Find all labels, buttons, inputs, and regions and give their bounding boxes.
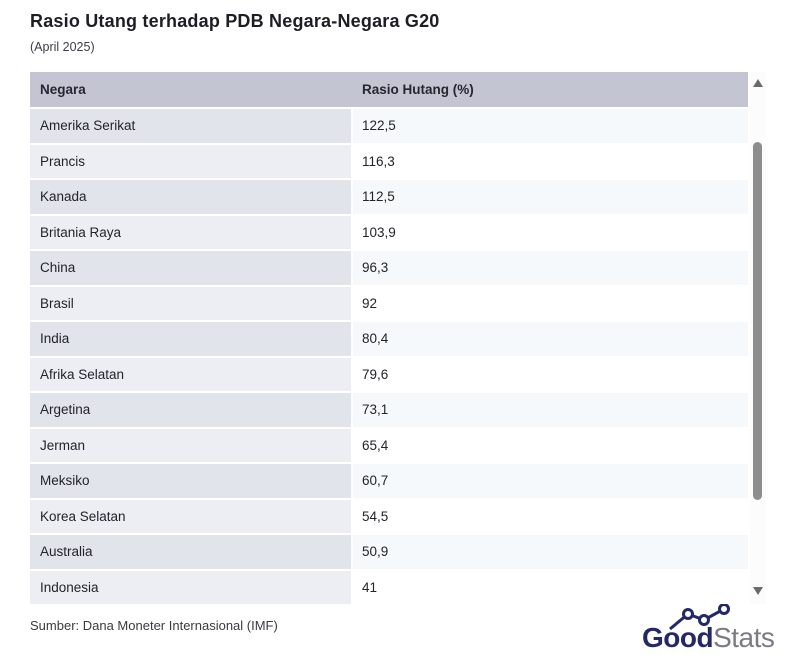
- value-cell: 41: [353, 570, 748, 604]
- value-cell: 96,3: [353, 251, 748, 285]
- table-row: Indonesia 41: [30, 570, 748, 604]
- table-header-row: Negara Rasio Hutang (%): [30, 72, 748, 107]
- country-cell: Prancis: [30, 144, 351, 178]
- table-row: Afrika Selatan 79,6: [30, 357, 748, 391]
- table-row: Jerman 65,4: [30, 428, 748, 462]
- country-cell: India: [30, 322, 351, 356]
- table-row: Prancis 116,3: [30, 144, 748, 178]
- country-cell: Brasil: [30, 286, 351, 320]
- table-row: India 80,4: [30, 322, 748, 356]
- logo-text-stats: Stats: [713, 622, 775, 653]
- table-row: Argetina 73,1: [30, 393, 748, 427]
- value-cell: 116,3: [353, 144, 748, 178]
- value-cell: 103,9: [353, 215, 748, 249]
- scroll-up-icon[interactable]: [753, 79, 763, 87]
- table-row: China 96,3: [30, 251, 748, 285]
- country-cell: Britania Raya: [30, 215, 351, 249]
- country-cell: Korea Selatan: [30, 499, 351, 533]
- country-cell: Amerika Serikat: [30, 109, 351, 143]
- country-cell: Argetina: [30, 393, 351, 427]
- value-cell: 65,4: [353, 428, 748, 462]
- value-cell: 54,5: [353, 499, 748, 533]
- value-cell: 122,5: [353, 109, 748, 143]
- value-cell: 60,7: [353, 464, 748, 498]
- source-note: Sumber: Dana Moneter Internasional (IMF): [30, 618, 278, 633]
- value-cell: 50,9: [353, 535, 748, 569]
- column-header-rasio-hutang: Rasio Hutang (%): [362, 82, 474, 97]
- table-row: Britania Raya 103,9: [30, 215, 748, 249]
- logo-text-good: Good: [642, 622, 714, 653]
- goodstats-logo: GoodStats: [642, 604, 787, 654]
- table-row: Brasil 92: [30, 286, 748, 320]
- table-scrollbar[interactable]: [750, 72, 766, 604]
- table-body: Amerika Serikat 122,5 Prancis 116,3 Kana…: [30, 109, 748, 604]
- rising-line-chart-icon: [669, 604, 730, 630]
- column-header-negara: Negara: [40, 82, 86, 97]
- page-title: Rasio Utang terhadap PDB Negara-Negara G…: [30, 11, 440, 31]
- country-cell: Jerman: [30, 428, 351, 462]
- debt-ratio-table: Negara Rasio Hutang (%) Amerika Serikat …: [30, 72, 748, 604]
- table-row: Amerika Serikat 122,5: [30, 109, 748, 143]
- country-cell: Afrika Selatan: [30, 357, 351, 391]
- table-row: Australia 50,9: [30, 535, 748, 569]
- table-row: Meksiko 60,7: [30, 464, 748, 498]
- country-cell: China: [30, 251, 351, 285]
- country-cell: Indonesia: [30, 570, 351, 604]
- scrollbar-thumb[interactable]: [753, 142, 762, 500]
- table-row: Kanada 112,5: [30, 180, 748, 214]
- country-cell: Australia: [30, 535, 351, 569]
- page-subtitle: (April 2025): [30, 40, 95, 54]
- value-cell: 92: [353, 286, 748, 320]
- value-cell: 80,4: [353, 322, 748, 356]
- scroll-down-icon[interactable]: [753, 587, 763, 595]
- value-cell: 79,6: [353, 357, 748, 391]
- table-row: Korea Selatan 54,5: [30, 499, 748, 533]
- value-cell: 112,5: [353, 180, 748, 214]
- value-cell: 73,1: [353, 393, 748, 427]
- goodstats-wordmark: GoodStats: [642, 622, 775, 653]
- country-cell: Meksiko: [30, 464, 351, 498]
- country-cell: Kanada: [30, 180, 351, 214]
